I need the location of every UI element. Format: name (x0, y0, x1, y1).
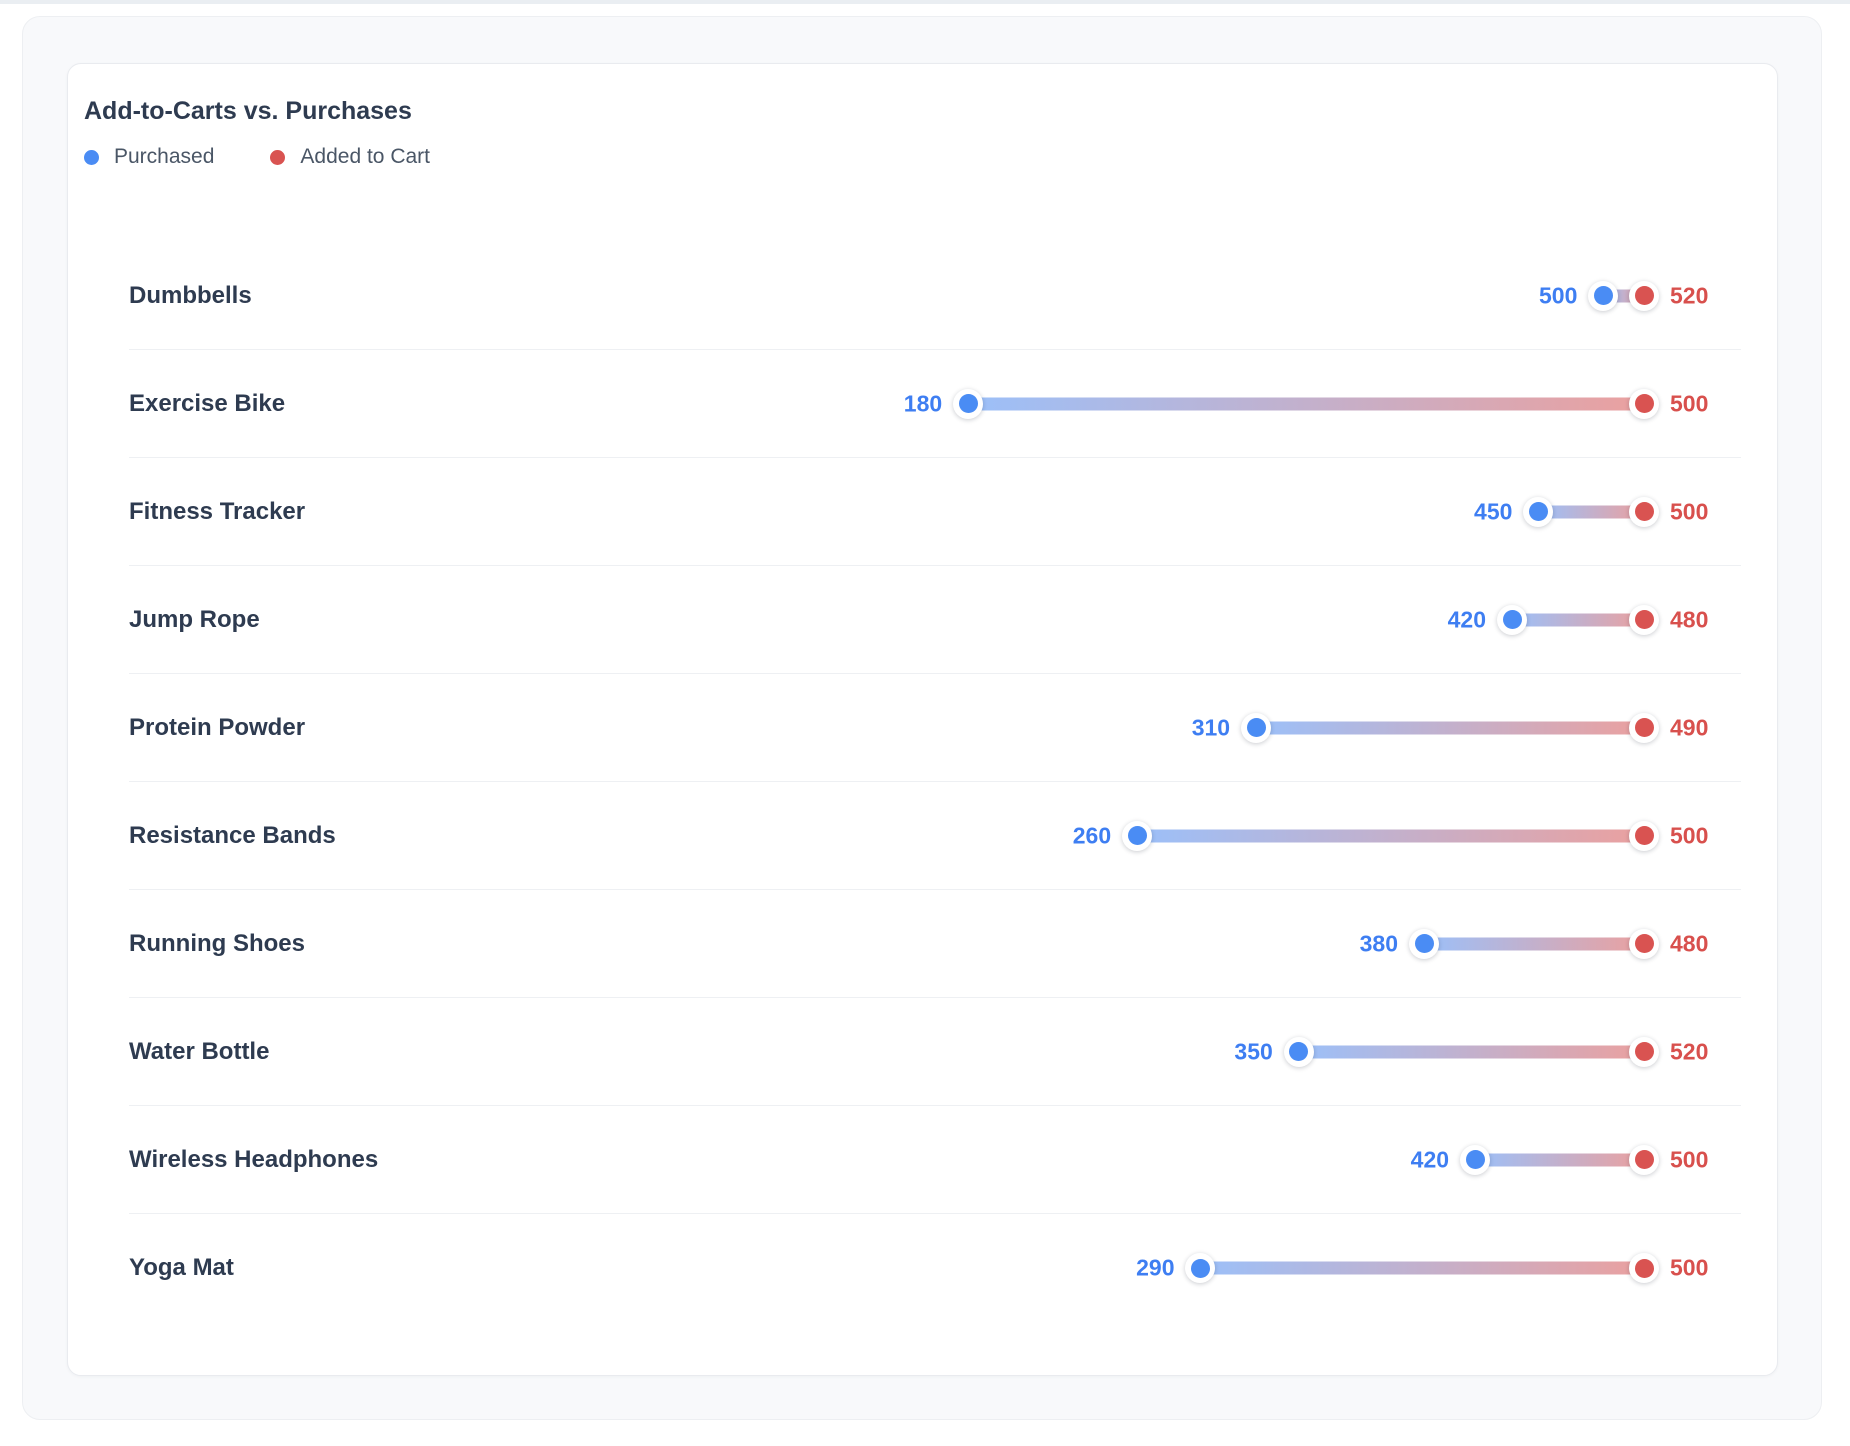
dumbbell-track: 500 520 (588, 242, 1708, 349)
added-to-cart-dot[interactable] (1629, 280, 1659, 311)
added-to-cart-value: 480 (1670, 930, 1709, 956)
added-to-cart-legend-dot-icon (270, 149, 286, 165)
purchased-value: 420 (1447, 606, 1486, 632)
purchased-dot[interactable] (1185, 1253, 1216, 1283)
purchased-value: 260 (1072, 822, 1112, 848)
added-to-cart-dot[interactable] (1629, 1036, 1659, 1067)
connector-bar (1200, 1261, 1644, 1275)
category-label: Running Shoes (129, 929, 305, 957)
legend-label: Added to Cart (300, 145, 430, 168)
connector-bar (1256, 721, 1644, 734)
added-to-cart-value: 500 (1670, 498, 1709, 524)
category-label: Water Bottle (129, 1037, 270, 1065)
category-label: Dumbbells (129, 281, 252, 309)
legend-item-purchased[interactable]: Purchased (84, 144, 214, 170)
connector-bar (1475, 1153, 1644, 1166)
category-label: Jump Rope (129, 605, 260, 633)
purchased-value: 310 (1191, 714, 1231, 740)
dumbbell-track: 290 500 (588, 1214, 1708, 1322)
dumbbell-track: 380 480 (588, 890, 1708, 997)
added-to-cart-dot[interactable] (1629, 604, 1659, 635)
chart-title: Add-to-Carts vs. Purchases (84, 97, 412, 125)
dumbbell-track: 450 500 (588, 458, 1708, 565)
connector-bar (1424, 937, 1644, 950)
connector-bar (1298, 1045, 1644, 1058)
legend-item-added-to-cart[interactable]: Added to Cart (270, 144, 430, 170)
table-row: Dumbbells 500 520 (129, 242, 1741, 350)
category-label: Protein Powder (129, 713, 306, 741)
purchased-dot[interactable] (1409, 928, 1439, 959)
purchased-dot[interactable] (1460, 1144, 1491, 1175)
connector-bar (1137, 829, 1644, 842)
page-top-divider (0, 0, 1850, 4)
connector-bar (1538, 505, 1644, 518)
category-label: Yoga Mat (129, 1254, 234, 1281)
dumbbell-track: 310 490 (588, 674, 1708, 781)
purchased-dot[interactable] (1588, 280, 1619, 311)
legend-label: Purchased (114, 145, 215, 168)
purchased-dot[interactable] (1283, 1036, 1314, 1067)
table-row: Fitness Tracker 450 500 (129, 458, 1741, 566)
added-to-cart-dot[interactable] (1629, 820, 1659, 851)
purchased-dot[interactable] (1122, 820, 1153, 851)
added-to-cart-dot[interactable] (1629, 928, 1659, 959)
added-to-cart-value: 520 (1670, 1038, 1709, 1064)
purchased-dot[interactable] (1523, 496, 1554, 527)
chart-card: Add-to-Carts vs. Purchases Purchased Add… (67, 63, 1778, 1376)
chart-legend: Purchased Added to Cart (84, 144, 1777, 170)
purchased-value: 420 (1410, 1146, 1450, 1172)
purchased-dot[interactable] (953, 388, 984, 419)
dumbbell-track: 260 500 (588, 782, 1708, 889)
table-row: Jump Rope 420 480 (129, 566, 1741, 674)
chart-panel: Add-to-Carts vs. Purchases Purchased Add… (22, 16, 1822, 1420)
table-row: Resistance Bands 260 500 (129, 782, 1741, 890)
added-to-cart-dot[interactable] (1629, 712, 1659, 743)
added-to-cart-value: 500 (1670, 1146, 1709, 1172)
purchased-dot[interactable] (1497, 604, 1527, 635)
table-row: Water Bottle 350 520 (129, 998, 1741, 1106)
purchased-value: 290 (1136, 1254, 1175, 1281)
table-row: Yoga Mat 290 500 (129, 1214, 1741, 1322)
added-to-cart-value: 500 (1670, 1254, 1709, 1281)
category-label: Fitness Tracker (129, 497, 306, 525)
connector-bar (968, 397, 1644, 410)
category-label: Wireless Headphones (129, 1145, 379, 1173)
added-to-cart-value: 520 (1670, 282, 1709, 308)
added-to-cart-dot[interactable] (1629, 1144, 1659, 1175)
purchased-legend-dot-icon (84, 149, 99, 165)
dumbbell-rows: Dumbbells 500 520 Exercise Bike 180 500 Fitnes… (129, 242, 1741, 1322)
added-to-cart-value: 490 (1670, 714, 1709, 740)
purchased-value: 380 (1359, 930, 1398, 956)
purchased-value: 350 (1234, 1038, 1273, 1064)
added-to-cart-value: 500 (1670, 822, 1709, 848)
dumbbell-track: 180 500 (588, 350, 1708, 457)
table-row: Wireless Headphones 420 500 (129, 1106, 1741, 1214)
connector-bar (1512, 613, 1644, 626)
purchased-value: 450 (1474, 498, 1513, 524)
added-to-cart-dot[interactable] (1629, 496, 1659, 527)
table-row: Running Shoes 380 480 (129, 890, 1741, 998)
purchased-dot[interactable] (1241, 712, 1272, 743)
added-to-cart-dot[interactable] (1629, 388, 1659, 419)
category-label: Resistance Bands (129, 821, 336, 849)
dumbbell-track: 350 520 (588, 998, 1708, 1105)
added-to-cart-dot[interactable] (1629, 1253, 1659, 1283)
dumbbell-track: 420 480 (588, 566, 1708, 673)
table-row: Protein Powder 310 490 (129, 674, 1741, 782)
added-to-cart-value: 480 (1670, 606, 1709, 632)
purchased-value: 180 (903, 390, 943, 416)
category-label: Exercise Bike (129, 389, 286, 417)
table-row: Exercise Bike 180 500 (129, 350, 1741, 458)
purchased-value: 500 (1539, 282, 1578, 308)
dumbbell-track: 420 500 (588, 1106, 1708, 1213)
added-to-cart-value: 500 (1670, 390, 1709, 416)
